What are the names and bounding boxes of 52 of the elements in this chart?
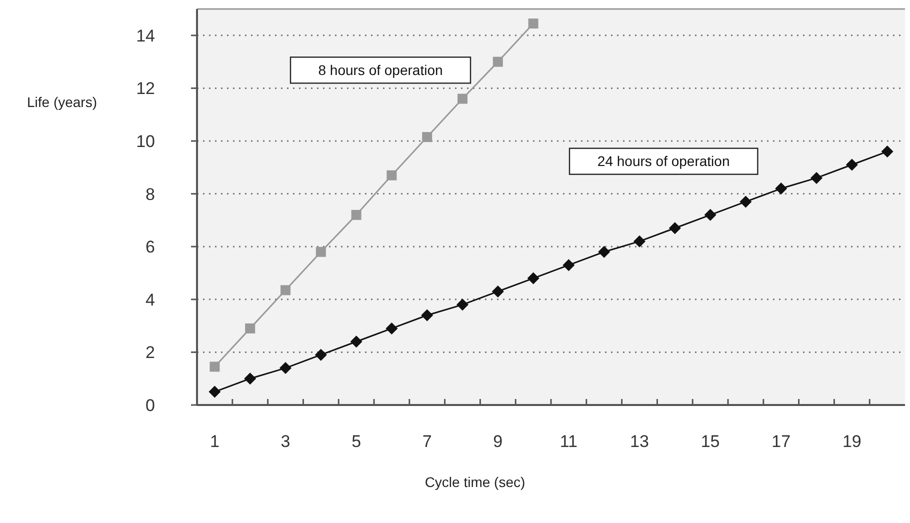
- point: [775, 182, 788, 195]
- x-tick-label: 13: [630, 432, 649, 451]
- point: [562, 259, 575, 272]
- point: [598, 246, 610, 258]
- point: [422, 132, 432, 142]
- point: [881, 146, 894, 158]
- point: [210, 362, 220, 372]
- text: 24 hours of operation: [597, 153, 730, 170]
- x-tick-label: 1: [210, 432, 220, 451]
- point: [208, 386, 221, 398]
- x-tick-label: 7: [422, 432, 432, 451]
- x-tick-label: 19: [842, 432, 862, 451]
- point: [314, 348, 327, 361]
- y-axis-title: Life (years): [26, 94, 98, 110]
- point: [527, 272, 540, 284]
- x-tick-label: 9: [493, 432, 503, 451]
- point: [245, 323, 256, 334]
- x-tick-label: 3: [280, 432, 290, 451]
- point: [386, 170, 397, 180]
- point: [846, 158, 858, 171]
- point: [351, 210, 362, 220]
- x-tick-label: 11: [560, 432, 578, 451]
- point: [528, 18, 538, 29]
- point: [492, 56, 503, 67]
- point: [316, 246, 326, 257]
- y-tick-label: 6: [146, 238, 155, 257]
- point: [458, 94, 468, 104]
- point: [350, 336, 362, 348]
- y-tick-label: 2: [146, 343, 155, 362]
- point: [492, 285, 504, 298]
- y-tick-label: 14: [136, 26, 155, 46]
- point: [244, 372, 256, 385]
- x-tick-label: 15: [700, 432, 720, 451]
- x-tick-label: 17: [772, 432, 791, 451]
- point: [386, 322, 398, 334]
- point: [456, 298, 468, 311]
- x-axis-title: Cycle time (sec): [424, 474, 526, 490]
- y-tick-label: 12: [136, 79, 155, 98]
- y-tick-label: 10: [136, 132, 155, 151]
- x-tick-label: 5: [352, 432, 362, 451]
- point: [634, 235, 646, 248]
- point: [280, 362, 292, 374]
- point: [704, 208, 716, 221]
- point: [810, 172, 822, 184]
- series-label: 8 hours of operation: [318, 62, 443, 78]
- y-tick-label: 4: [146, 290, 155, 310]
- point: [668, 222, 681, 234]
- point: [740, 196, 752, 208]
- y-tick-label: 0: [146, 396, 155, 415]
- point: [421, 309, 434, 322]
- point: [280, 285, 290, 296]
- y-tick-label: 8: [146, 184, 155, 204]
